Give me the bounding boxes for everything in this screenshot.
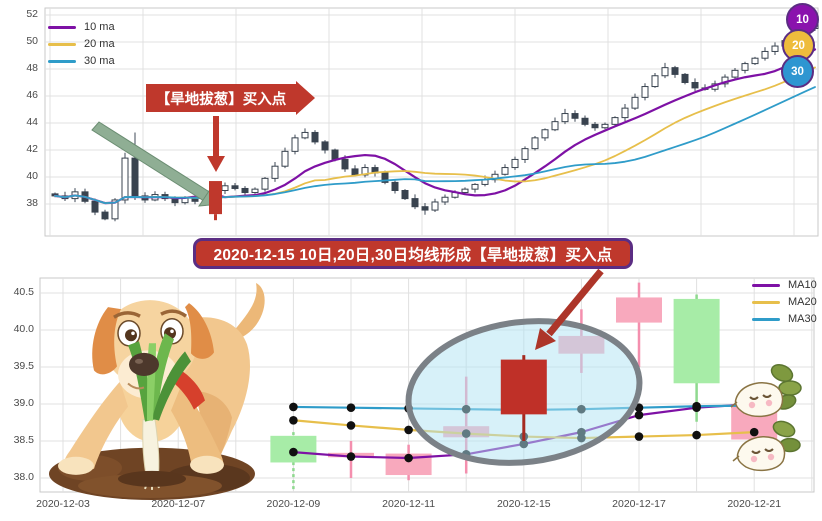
top-y-tick-label: 46 (26, 89, 38, 101)
radish-body (734, 382, 784, 418)
legend-item-10ma: 10 ma (48, 20, 115, 34)
dog-nose (129, 352, 159, 376)
scallion-stalk (142, 419, 160, 481)
dog-eyebrow (113, 311, 141, 319)
ma30-badge: 30 (781, 55, 814, 88)
radish-tip (732, 455, 740, 462)
top-y-tick-label: 50 (26, 35, 38, 47)
bottom-x-tick-label: 2020-12-17 (612, 498, 666, 510)
dog-tail (236, 283, 265, 339)
dog-paw (58, 456, 94, 475)
ma20-line-swatch (48, 42, 76, 46)
top-y-tick-label: 38 (26, 197, 38, 209)
legend-item-ma10: MA10 (752, 278, 817, 292)
legend-label: 20 ma (84, 38, 115, 50)
scallion-leaf (152, 351, 191, 421)
dog-front-leg-right (171, 383, 224, 469)
soil-front-lip (118, 470, 186, 487)
dog-eyebrow (160, 309, 188, 318)
radish-leaves (778, 380, 802, 396)
ma10-line-swatch (48, 25, 76, 29)
dog-front-leg-left (63, 381, 128, 469)
ma20-line-swatch (752, 300, 780, 304)
radish-leaves (770, 364, 794, 382)
bottom-x-tick-label: 2020-12-07 (151, 498, 206, 510)
radish-cheek (765, 399, 773, 407)
radish-tip (730, 401, 738, 408)
top-y-tick-label: 40 (26, 170, 38, 182)
legend-item-30ma: 30 ma (48, 54, 115, 68)
bottom-x-tick-label: 2020-12-15 (496, 498, 551, 510)
radish-body (736, 436, 786, 472)
radish-cheek (767, 453, 775, 461)
dog-mouth (127, 382, 145, 390)
ma30-line-swatch (48, 59, 76, 63)
legend-label: MA30 (788, 313, 817, 325)
legend-item-ma30: MA30 (752, 312, 817, 326)
radish-characters-illustration (730, 364, 802, 472)
legend-label: MA10 (788, 279, 817, 291)
dog-pulling-scallion-illustration (49, 283, 265, 500)
legend-label: 30 ma (84, 55, 115, 67)
radish-leaves (772, 420, 796, 438)
bottom-y-tick-label: 40.5 (13, 286, 34, 298)
legend-label: 10 ma (84, 21, 115, 33)
top-y-tick-label: 42 (26, 143, 38, 155)
ma30-line-swatch (752, 317, 780, 321)
buy-point-callout: 【旱地拔葱】买入点 (146, 81, 315, 115)
bottom-x-tick-label: 2020-12-03 (36, 498, 90, 510)
legend-item-ma20: MA20 (752, 295, 817, 309)
top-y-tick-label: 44 (26, 116, 38, 128)
ma10-line-swatch (752, 283, 780, 287)
radish-cheek (750, 455, 758, 463)
top-chart-legend: 10 ma 20 ma 30 ma (48, 20, 115, 68)
event-banner: 2020-12-15 10日,20日,30日均线形成【旱地拔葱】买入点 (193, 238, 633, 269)
scallion-leaf (149, 333, 174, 420)
eye-glint (170, 329, 174, 334)
radish-top (730, 364, 802, 418)
bottom-y-tick-label: 39.0 (13, 397, 34, 409)
legend-label: MA20 (788, 296, 817, 308)
dog-ear-left (92, 307, 121, 375)
bottom-y-tick-label: 38.5 (13, 434, 34, 446)
bottom-x-tick-label: 2020-12-09 (266, 498, 321, 510)
radish-face (751, 448, 774, 454)
nose-glint (135, 358, 143, 364)
bottom-y-tick-label: 39.5 (13, 360, 34, 372)
top-y-tick-label: 52 (26, 8, 38, 20)
dog-pupil (125, 329, 137, 342)
dog-paw (190, 455, 224, 474)
bottom-x-tick-label: 2020-12-21 (727, 498, 782, 510)
bottom-chart-legend: MA10 MA20 MA30 (752, 278, 817, 326)
top-y-tick-label: 48 (26, 62, 38, 74)
legend-item-20ma: 20 ma (48, 37, 115, 51)
dog-ear-right (185, 303, 214, 359)
radish-bottom (732, 420, 801, 472)
bottom-y-tick-label: 38.0 (13, 471, 34, 483)
radish-cheek (748, 401, 756, 409)
radish-face (749, 394, 772, 400)
bottom-y-tick-label: 40.0 (13, 323, 34, 335)
eye-glint (131, 331, 135, 336)
bottom-x-tick-label: 2020-12-11 (382, 498, 436, 510)
